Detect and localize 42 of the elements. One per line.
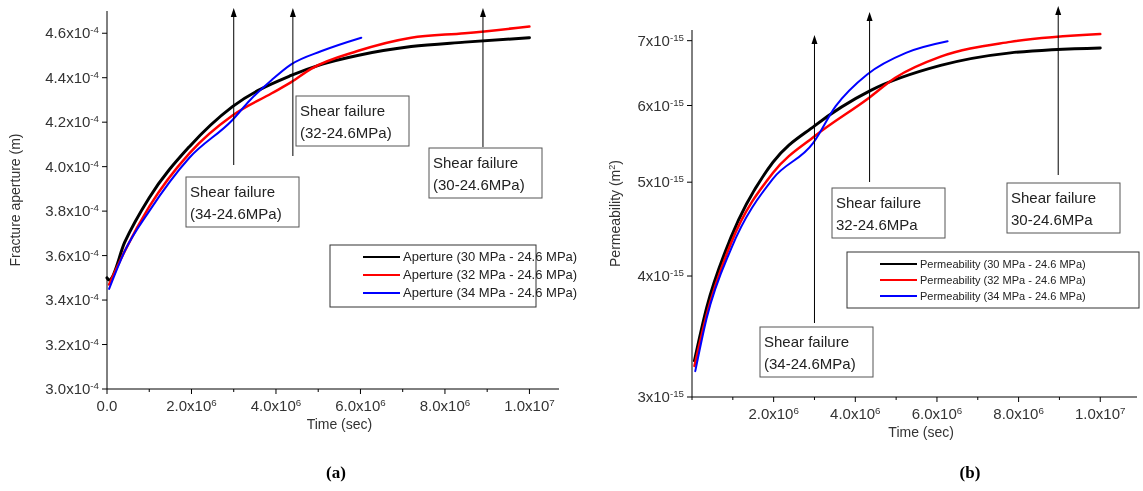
- x-tick-label: 2.0x10$^{6}$: [166, 396, 217, 414]
- x-tick-label: 4.0x10$^{6}$: [250, 396, 302, 414]
- text: (b): [959, 463, 981, 482]
- ref-line-label: Shear failure 32-24.6MPa: [836, 194, 922, 233]
- x-tick-label: 6.0x10$^{6}$: [911, 404, 963, 422]
- y-tick-label: 7x10$^{-15}$: [637, 31, 685, 49]
- y-tick-label: 4x10$^{-15}$: [637, 266, 685, 285]
- ref-line-label: Shear failure (34-24.6MPa): [190, 183, 282, 222]
- x-axis-title: Time (sec): [306, 416, 373, 432]
- x-axis-title: Time (sec): [888, 424, 954, 440]
- y-tick-label: 4.2x10$^{-4}$: [45, 112, 100, 131]
- y-tick-label: 3x10$^{-15}$: [637, 387, 685, 405]
- y-tick-label: 3.2x10$^{-4}$: [45, 335, 100, 353]
- legend-label: Permeability (32 MPa - 24.6 MPa): [920, 274, 1086, 286]
- y-tick-label: 3.8x10$^{-4}$: [45, 201, 100, 220]
- legend-label: Aperture (34 MPa - 24.6 MPa): [403, 285, 578, 300]
- legend-label: Aperture (30 MPa - 24.6 MPa): [403, 249, 578, 264]
- legend-label: Permeability (30 MPa - 24.6 MPa): [920, 258, 1086, 270]
- ref-line-label: Shear failure (34-24.6MPa): [764, 333, 856, 372]
- x-tick-label: 1.0x10$^{7}$: [504, 396, 555, 414]
- text: (a): [326, 463, 346, 482]
- x-tick-label: 2.0x10$^{6}$: [748, 404, 799, 422]
- ref-line-label: Shear failure 30-24.6MPa: [1011, 189, 1097, 228]
- x-tick-label: 8.0x10$^{6}$: [993, 404, 1044, 422]
- y-tick-label: 6x10$^{-15}$: [637, 96, 685, 114]
- x-tick-label: 4.0x10$^{6}$: [830, 404, 881, 422]
- x-tick-label: 1.0x10$^{7}$: [1075, 404, 1126, 422]
- x-tick-label: 6.0x10$^{6}$: [335, 396, 386, 414]
- y-tick-label: 3.0x10$^{-4}$: [45, 379, 100, 397]
- y-tick-label: 5x10$^{-15}$: [637, 172, 685, 191]
- ref-line-label: Shear failure (32-24.6MPa): [300, 102, 392, 141]
- y-tick-label: 4.6x10$^{-4}$: [45, 23, 100, 42]
- legend-label: Aperture (32 MPa - 24.6 MPa): [403, 267, 578, 282]
- y-tick-label: 4.0x10$^{-4}$: [45, 157, 100, 175]
- legend-label: Permeability (34 MPa - 24.6 MPa): [920, 290, 1086, 302]
- x-tick-label: 8.0x10$^{6}$: [419, 396, 471, 414]
- ref-line-label: Shear failure (30-24.6MPa): [433, 154, 525, 193]
- x-tick-label: 0.0: [96, 397, 118, 414]
- y-axis-title: Fracture aperture (m): [7, 133, 23, 267]
- y-tick-label: 3.6x10$^{-4}$: [45, 246, 100, 264]
- y-tick-label: 4.4x10$^{-4}$: [45, 68, 100, 86]
- y-tick-label: 3.4x10$^{-4}$: [45, 290, 100, 309]
